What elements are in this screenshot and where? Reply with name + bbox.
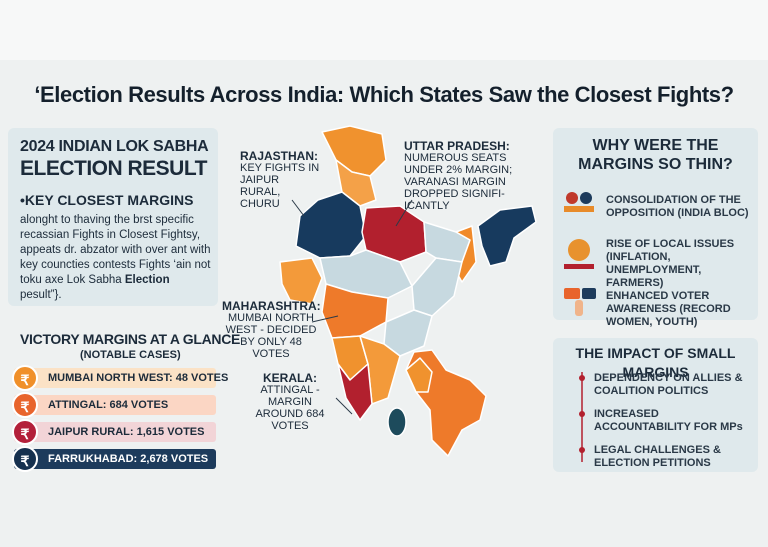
panel-title: THE IMPACT OF SMALL MARGINS xyxy=(575,345,736,380)
annotation: UTTAR PRADESH: NUMEROUS SEATS UNDER 2% MA… xyxy=(404,140,534,212)
row-text: ATTINGAL: 684 VOTES xyxy=(48,399,169,411)
annotation-text: KEY FIGHTS IN JAIPUR RURAL, CHURU xyxy=(240,162,320,210)
annotation: KERALA: ATTINGAL - MARGIN AROUND 684 VOTE… xyxy=(250,372,330,432)
reason: RISE OF LOCAL ISSUES (INFLATION, UNEMPLO… xyxy=(606,238,735,289)
region xyxy=(423,221,471,263)
rupee-icon: ₹ xyxy=(12,392,38,418)
leader-line xyxy=(335,397,353,415)
region xyxy=(279,257,323,305)
margin-row: ₹ ATTINGAL: 684 VOTES xyxy=(12,392,216,418)
bullet xyxy=(579,447,585,453)
heading: 2024 INDIAN LOK SABHA xyxy=(20,138,209,155)
impact-panel xyxy=(553,338,758,472)
annotation-state: MAHARASHTRA: xyxy=(222,299,321,313)
margin-row: ₹ JAIPUR RURAL: 1,615 VOTES xyxy=(12,419,216,445)
region xyxy=(321,283,389,339)
body-text: alonght to thaving the brst specific rec… xyxy=(20,213,214,303)
icon xyxy=(580,192,592,204)
text: alonght to thaving the brst specific rec… xyxy=(20,214,211,286)
text: pesult”}. xyxy=(20,289,62,301)
row-text: FARRUKHABAD: 2,678 VOTES xyxy=(48,453,209,465)
rupee-icon: ₹ xyxy=(12,419,38,445)
bullet-rail xyxy=(579,372,585,462)
rupee-icon: ₹ xyxy=(12,365,38,391)
icon xyxy=(564,288,580,299)
region xyxy=(477,205,537,267)
annotation-state: UTTAR PRADESH: xyxy=(404,139,510,153)
impact: DEPENDENCY ON ALLIES & COALITION POLITIC… xyxy=(594,372,743,397)
panel-title: WHY WERE THE MARGINS SO THIN? xyxy=(578,137,733,173)
page-title: ‘Election Results Across India: Which St… xyxy=(34,82,734,107)
leader-line xyxy=(311,315,339,323)
text: Election xyxy=(124,274,170,286)
annotation: MAHARASHTRA: MUMBAI NORTH WEST - DECIDED … xyxy=(222,299,321,360)
rupee-icon: ₹ xyxy=(12,446,38,472)
row-text: JAIPUR RURAL: 1,615 VOTES xyxy=(48,426,205,438)
reason: CONSOLIDATION OF THE OPPOSITION (INDIA B… xyxy=(606,194,749,219)
reason: ENHANCED VOTER AWARENESS (RECORD WOMEN, … xyxy=(606,290,731,328)
leader-line xyxy=(291,199,305,217)
region xyxy=(321,125,387,177)
icon xyxy=(564,264,594,269)
icons xyxy=(564,192,596,316)
leader-line xyxy=(395,199,413,227)
bullet xyxy=(579,411,585,417)
annotation-state: RAJASTHAN: xyxy=(240,149,318,163)
impact: INCREASED ACCOUNTABILITY FOR MPs xyxy=(594,408,743,433)
annotation-state: KERALA: xyxy=(263,371,317,385)
annotation-text: MUMBAI NORTH WEST - DECIDED BY ONLY 48 V… xyxy=(225,312,317,360)
region xyxy=(411,257,463,317)
inset-region xyxy=(405,357,433,393)
section-subtitle: (NOTABLE CASES) xyxy=(80,349,181,361)
region xyxy=(337,363,373,421)
icon xyxy=(568,239,590,261)
icon xyxy=(582,288,596,299)
annotation-text: NUMEROUS SEATS UNDER 2% MARGIN; VARANASI… xyxy=(404,152,513,212)
annotation: RAJASTHAN: KEY FIGHTS IN JAIPUR RURAL, CH… xyxy=(240,150,320,210)
left-panel xyxy=(8,128,218,306)
section-title: VICTORY MARGINS AT A GLANCE xyxy=(20,331,241,347)
bullet xyxy=(579,375,585,381)
subheading: •KEY CLOSEST MARGINS xyxy=(20,192,194,208)
icon xyxy=(564,206,594,212)
region xyxy=(361,205,427,263)
row-text: MUMBAI NORTH WEST: 48 VOTES xyxy=(48,372,229,384)
island xyxy=(387,407,407,437)
heading: ELECTION RESULT xyxy=(20,157,207,180)
impact: LEGAL CHALLENGES & ELECTION PETITIONS xyxy=(594,444,721,469)
top-band xyxy=(0,0,768,60)
margin-row: ₹ MUMBAI NORTH WEST: 48 VOTES xyxy=(12,365,228,391)
margin-row: ₹ FARRUKHABAD: 2,678 VOTES xyxy=(12,446,216,472)
annotation-text: ATTINGAL - MARGIN AROUND 684 VOTES xyxy=(255,384,325,432)
icon xyxy=(566,192,578,204)
icon xyxy=(575,300,583,316)
